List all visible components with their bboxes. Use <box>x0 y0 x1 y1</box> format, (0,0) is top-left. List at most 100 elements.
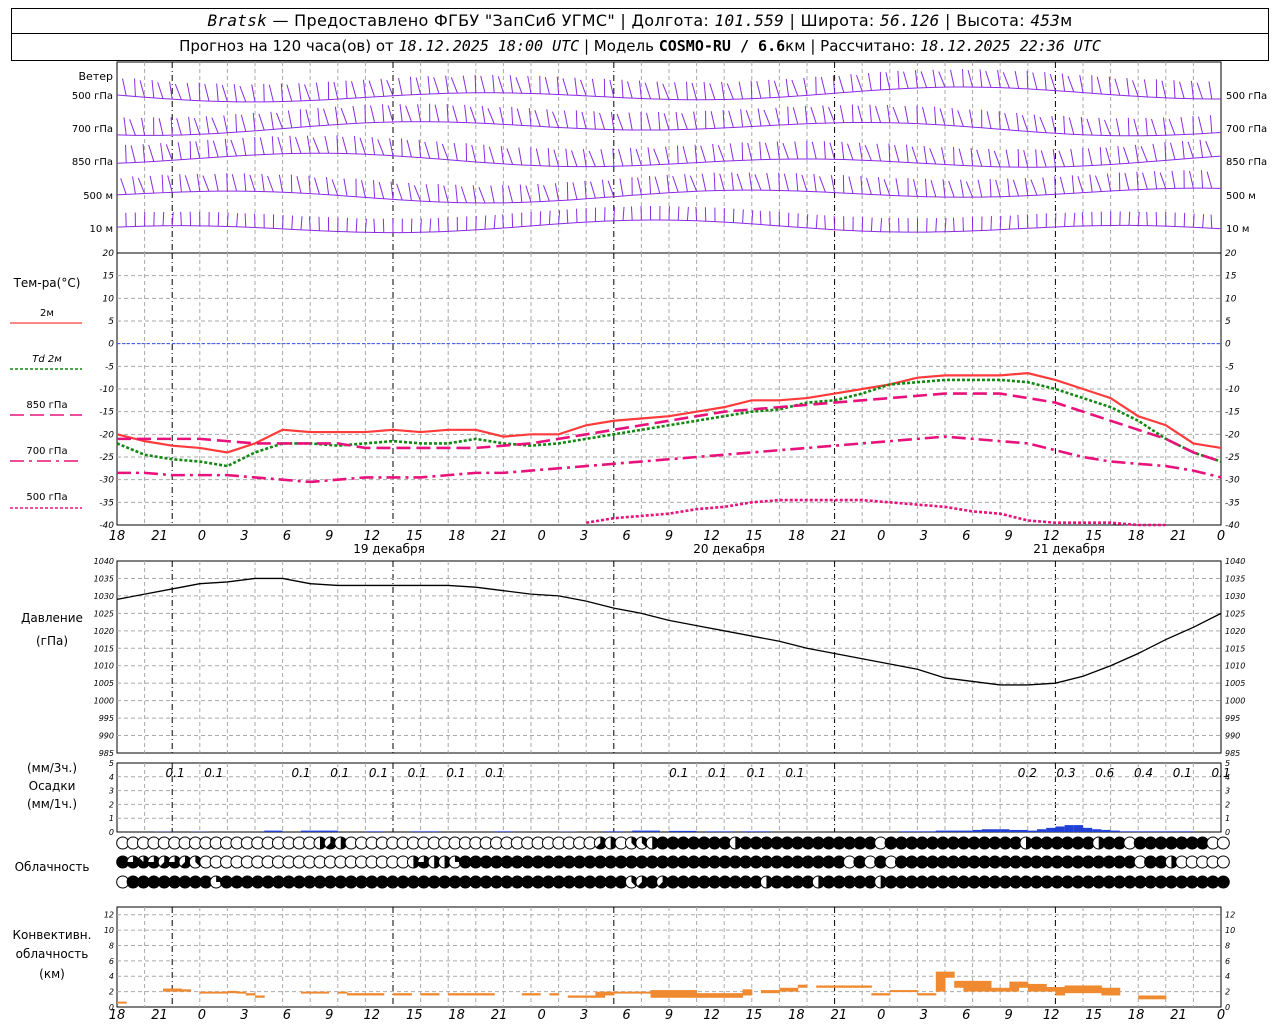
wind-barb <box>1161 80 1167 98</box>
wind-barb <box>847 143 854 161</box>
wind-barb <box>738 81 744 100</box>
wind-barb <box>130 145 136 163</box>
y-tick-label-right: 1000 <box>1225 697 1245 706</box>
wind-barb <box>1068 117 1075 135</box>
cloud-symbol <box>656 836 670 850</box>
convective-bar <box>825 985 836 988</box>
convective-bar <box>1110 987 1121 996</box>
wind-barb <box>675 111 679 130</box>
wind-barb <box>464 104 468 123</box>
wind-barb <box>1086 118 1093 136</box>
wind-barb <box>1124 172 1130 191</box>
convective-bar <box>779 987 790 992</box>
wind-barb <box>313 177 320 195</box>
cloud-symbol <box>261 875 275 889</box>
cloud-symbol <box>1081 855 1095 869</box>
cloud-symbol <box>510 855 524 869</box>
wind-barb <box>841 141 845 160</box>
y-tick-label-right: -40 <box>1225 521 1240 531</box>
wind-barb <box>1079 75 1084 93</box>
wind-barb <box>922 106 928 125</box>
wind-barb <box>429 218 432 233</box>
y-tick-label: 12 <box>104 911 114 920</box>
cloud-symbol <box>905 836 919 850</box>
separator: | <box>789 11 796 30</box>
wind-barb <box>408 182 412 201</box>
wind-barb <box>860 176 863 195</box>
precip-bar <box>1055 826 1065 832</box>
cloud-symbol <box>853 855 867 869</box>
wind-barb <box>1134 144 1139 163</box>
wind-barb <box>986 111 992 129</box>
precip-bar <box>742 831 752 832</box>
hour-tick-label: 3 <box>580 1008 588 1023</box>
precip-unit-3h: (мм/3ч.) <box>27 761 77 775</box>
wind-barb <box>958 148 964 166</box>
y-tick-label: 1000 <box>94 697 114 706</box>
cloud-symbol <box>666 875 680 889</box>
wind-barb <box>487 108 495 125</box>
cloud-symbol <box>697 836 711 850</box>
wind-barb <box>1077 176 1084 193</box>
hour-tick-label: 21 <box>491 529 508 544</box>
y-tick-label-right: 0 <box>1225 340 1231 350</box>
wind-barb <box>361 180 366 198</box>
wind-barb <box>616 113 624 131</box>
wind-barb <box>897 70 900 89</box>
precip-bar <box>613 831 623 832</box>
wind-barb <box>888 218 891 232</box>
convective-unit: (км) <box>39 967 65 981</box>
cloud-symbol <box>770 855 784 869</box>
hour-tick-label: 21 <box>831 529 848 544</box>
wind-barb <box>469 106 477 124</box>
wind-barb <box>970 147 974 166</box>
cloud-symbol <box>531 875 545 889</box>
wind-barb <box>276 112 284 129</box>
wind-barb <box>665 146 670 165</box>
cloud-symbol <box>998 855 1012 869</box>
convective-bar <box>991 987 1001 992</box>
precip-3h-label: 0.1 <box>166 766 185 780</box>
wind-barb <box>935 218 938 232</box>
wind-barb <box>613 206 616 221</box>
wind-barb <box>1089 174 1093 193</box>
wind-barb <box>960 179 964 198</box>
cloud-symbol <box>500 855 514 869</box>
cloud-symbol <box>863 875 877 889</box>
wind-barb <box>997 70 1001 88</box>
wind-barb <box>418 139 422 158</box>
wind-barb <box>509 75 514 94</box>
wind-barb <box>386 80 394 96</box>
wind-barb <box>710 111 716 129</box>
precip-bar <box>650 830 660 832</box>
wind-barb <box>280 83 284 102</box>
wind-barb <box>933 106 937 125</box>
wind-barb <box>1030 179 1038 196</box>
hour-tick-label: 15 <box>746 529 763 544</box>
wind-barb <box>609 80 615 98</box>
wind-barb <box>1164 142 1167 161</box>
cloud-symbol <box>656 855 670 869</box>
convective-bar <box>945 971 955 978</box>
cloud-symbol <box>323 875 337 889</box>
y-tick-label: 1010 <box>94 662 114 671</box>
hour-tick-label: 6 <box>962 1008 970 1023</box>
precip-title: Осадки <box>29 779 76 793</box>
cloud-symbol <box>1092 875 1106 889</box>
convective-bar <box>843 985 854 988</box>
wind-barb <box>211 117 219 134</box>
cloud-symbol <box>1071 836 1085 850</box>
precip-bar <box>761 831 771 832</box>
wind-barb <box>488 146 495 164</box>
wind-barb <box>791 79 799 97</box>
wind-barb <box>547 148 550 167</box>
cloud-symbol <box>1216 875 1230 889</box>
convective-bar <box>733 993 744 998</box>
cloud-symbol <box>1164 875 1178 889</box>
convective-bar <box>871 993 882 996</box>
wind-barb <box>177 142 182 160</box>
precip-bar <box>1110 830 1120 832</box>
wind-barb <box>198 82 201 101</box>
convective-bar <box>521 993 532 996</box>
convective-bar <box>715 993 725 998</box>
